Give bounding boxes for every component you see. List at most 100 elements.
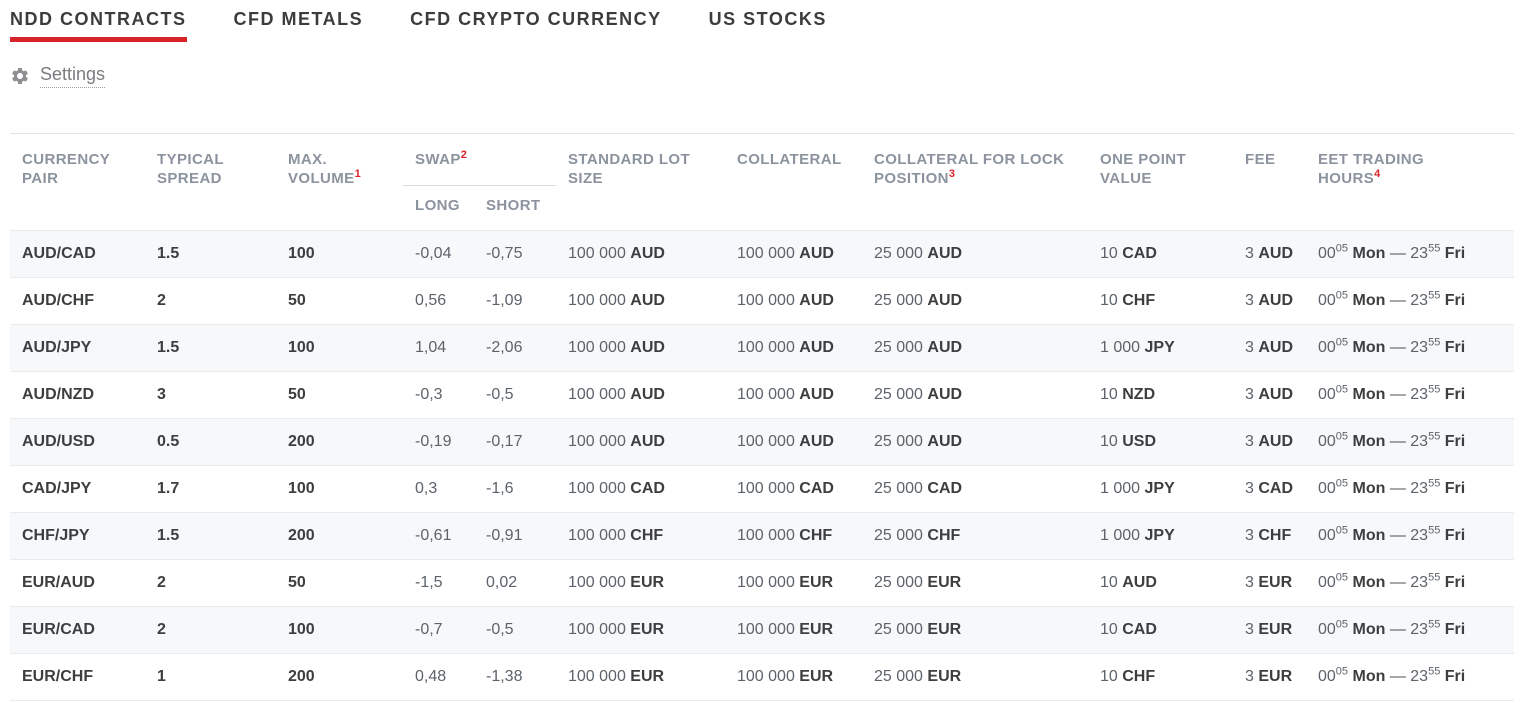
swap-long-cell: 0,56 bbox=[415, 292, 447, 309]
currency-code: EUR bbox=[630, 574, 665, 591]
collateral-cell: 100 000 AUD bbox=[725, 231, 862, 278]
eet-hours-cell: 0005 Mon — 2355 Fri bbox=[1306, 372, 1514, 419]
open-minutes: 05 bbox=[1335, 430, 1349, 443]
amount: 3 bbox=[1245, 433, 1254, 450]
one-point-value-cell: 10 CHF bbox=[1088, 654, 1233, 701]
open-time: 00 bbox=[1318, 245, 1336, 262]
open-time: 00 bbox=[1318, 339, 1336, 356]
currency-code: CAD bbox=[1122, 621, 1157, 638]
hours-dash: — bbox=[1389, 668, 1406, 685]
open-minutes: 05 bbox=[1335, 242, 1349, 255]
close-day: Fri bbox=[1444, 480, 1466, 497]
col-header-typical-spread: TYPICAL SPREAD bbox=[157, 151, 224, 187]
amount: 3 bbox=[1245, 621, 1254, 638]
typical-spread-cell: 1 bbox=[157, 668, 166, 685]
amount: 100 000 bbox=[737, 386, 795, 403]
typical-spread-cell: 1.5 bbox=[157, 527, 180, 544]
tab-ndd-contracts[interactable]: NDD CONTRACTS bbox=[10, 9, 187, 42]
currency-code: JPY bbox=[1144, 339, 1175, 356]
fee-cell: 3 AUD bbox=[1233, 231, 1306, 278]
collateral-lock-cell: 25 000 AUD bbox=[862, 325, 1088, 372]
close-time: 23 bbox=[1410, 621, 1429, 638]
swap-long-cell: -0,04 bbox=[415, 245, 452, 262]
open-day: Mon bbox=[1352, 668, 1386, 685]
currency-pair-cell: CHF/JPY bbox=[22, 527, 90, 544]
swap-short-cell: -1,09 bbox=[486, 292, 523, 309]
currency-code: NZD bbox=[1122, 386, 1156, 403]
currency-code: AUD bbox=[799, 386, 834, 403]
close-day: Fri bbox=[1444, 292, 1466, 309]
amount: 100 000 bbox=[568, 386, 626, 403]
standard-lot-cell: 100 000 CAD bbox=[556, 466, 725, 513]
amount: 10 bbox=[1100, 574, 1118, 591]
typical-spread-cell: 2 bbox=[157, 574, 166, 591]
tab-us-stocks[interactable]: US STOCKS bbox=[708, 9, 827, 29]
amount: 100 000 bbox=[737, 292, 795, 309]
currency-pair-cell: AUD/USD bbox=[22, 433, 95, 450]
close-minutes: 55 bbox=[1428, 571, 1441, 584]
currency-code: USD bbox=[1122, 433, 1157, 450]
amount: 100 000 bbox=[568, 621, 626, 638]
amount: 100 000 bbox=[568, 433, 626, 450]
amount: 25 000 bbox=[874, 339, 923, 356]
amount: 25 000 bbox=[874, 527, 923, 544]
open-minutes: 05 bbox=[1335, 571, 1349, 584]
table-row: AUD/JPY 1.5 100 1,04 -2,06 100 000 AUD 100 000… bbox=[10, 324, 1514, 372]
fee-cell: 3 EUR bbox=[1233, 607, 1306, 654]
currency-pair-cell: AUD/JPY bbox=[22, 339, 92, 356]
tab-cfd-metals[interactable]: CFD METALS bbox=[233, 9, 364, 29]
eet-hours-cell: 0005 Mon — 2355 Fri bbox=[1306, 560, 1514, 607]
currency-code: EUR bbox=[799, 621, 834, 638]
close-time: 23 bbox=[1410, 433, 1429, 450]
open-day: Mon bbox=[1352, 480, 1386, 497]
open-minutes: 05 bbox=[1335, 665, 1349, 678]
tab-cfd-crypto-currency[interactable]: CFD CRYPTO CURRENCY bbox=[410, 9, 662, 29]
eet-hours-cell: 0005 Mon — 2355 Fri bbox=[1306, 419, 1514, 466]
open-minutes: 05 bbox=[1335, 383, 1349, 396]
settings-label: Settings bbox=[40, 64, 106, 88]
currency-code: CAD bbox=[1258, 480, 1294, 497]
one-point-value-cell: 1 000 JPY bbox=[1088, 466, 1233, 513]
close-day: Fri bbox=[1444, 574, 1466, 591]
standard-lot-cell: 100 000 AUD bbox=[556, 278, 725, 325]
eet-hours-cell: 0005 Mon — 2355 Fri bbox=[1306, 325, 1514, 372]
currency-pair-cell: EUR/CAD bbox=[22, 621, 95, 638]
table-row: AUD/NZD 3 50 -0,3 -0,5 100 000 AUD 100 000 AUD… bbox=[10, 371, 1514, 419]
currency-code: AUD bbox=[1258, 386, 1294, 403]
amount: 1 000 bbox=[1100, 527, 1141, 544]
close-time: 23 bbox=[1410, 668, 1429, 685]
currency-code: JPY bbox=[1144, 527, 1175, 544]
currency-code: EUR bbox=[1258, 621, 1293, 638]
currency-code: EUR bbox=[630, 668, 665, 685]
open-time: 00 bbox=[1318, 621, 1336, 638]
settings-button[interactable]: Settings bbox=[10, 64, 106, 88]
amount: 3 bbox=[1245, 574, 1254, 591]
col-header-fee: FEE bbox=[1245, 151, 1276, 168]
open-time: 00 bbox=[1318, 480, 1336, 497]
close-minutes: 55 bbox=[1428, 665, 1441, 678]
one-point-value-cell: 10 AUD bbox=[1088, 560, 1233, 607]
eet-hours-cell: 0005 Mon — 2355 Fri bbox=[1306, 607, 1514, 654]
max-volume-cell: 200 bbox=[288, 668, 315, 685]
swap-short-cell: -0,5 bbox=[486, 386, 514, 403]
open-day: Mon bbox=[1352, 245, 1386, 262]
max-volume-cell: 50 bbox=[288, 386, 306, 403]
one-point-value-cell: 10 NZD bbox=[1088, 372, 1233, 419]
col-header-collateral: COLLATERAL bbox=[737, 151, 842, 168]
currency-code: CAD bbox=[927, 480, 963, 497]
currency-code: AUD bbox=[927, 245, 963, 262]
amount: 3 bbox=[1245, 386, 1254, 403]
hours-dash: — bbox=[1389, 245, 1406, 262]
open-time: 00 bbox=[1318, 292, 1336, 309]
one-point-value-cell: 1 000 JPY bbox=[1088, 325, 1233, 372]
amount: 25 000 bbox=[874, 386, 923, 403]
fee-cell: 3 AUD bbox=[1233, 372, 1306, 419]
hours-dash: — bbox=[1389, 621, 1406, 638]
footnote-4: 4 bbox=[1374, 168, 1381, 180]
currency-pair-cell: EUR/AUD bbox=[22, 574, 95, 591]
currency-code: EUR bbox=[799, 668, 834, 685]
open-day: Mon bbox=[1352, 574, 1386, 591]
col-header-currency-pair: CURRENCY PAIR bbox=[22, 151, 111, 187]
amount: 10 bbox=[1100, 245, 1118, 262]
fee-cell: 3 AUD bbox=[1233, 325, 1306, 372]
